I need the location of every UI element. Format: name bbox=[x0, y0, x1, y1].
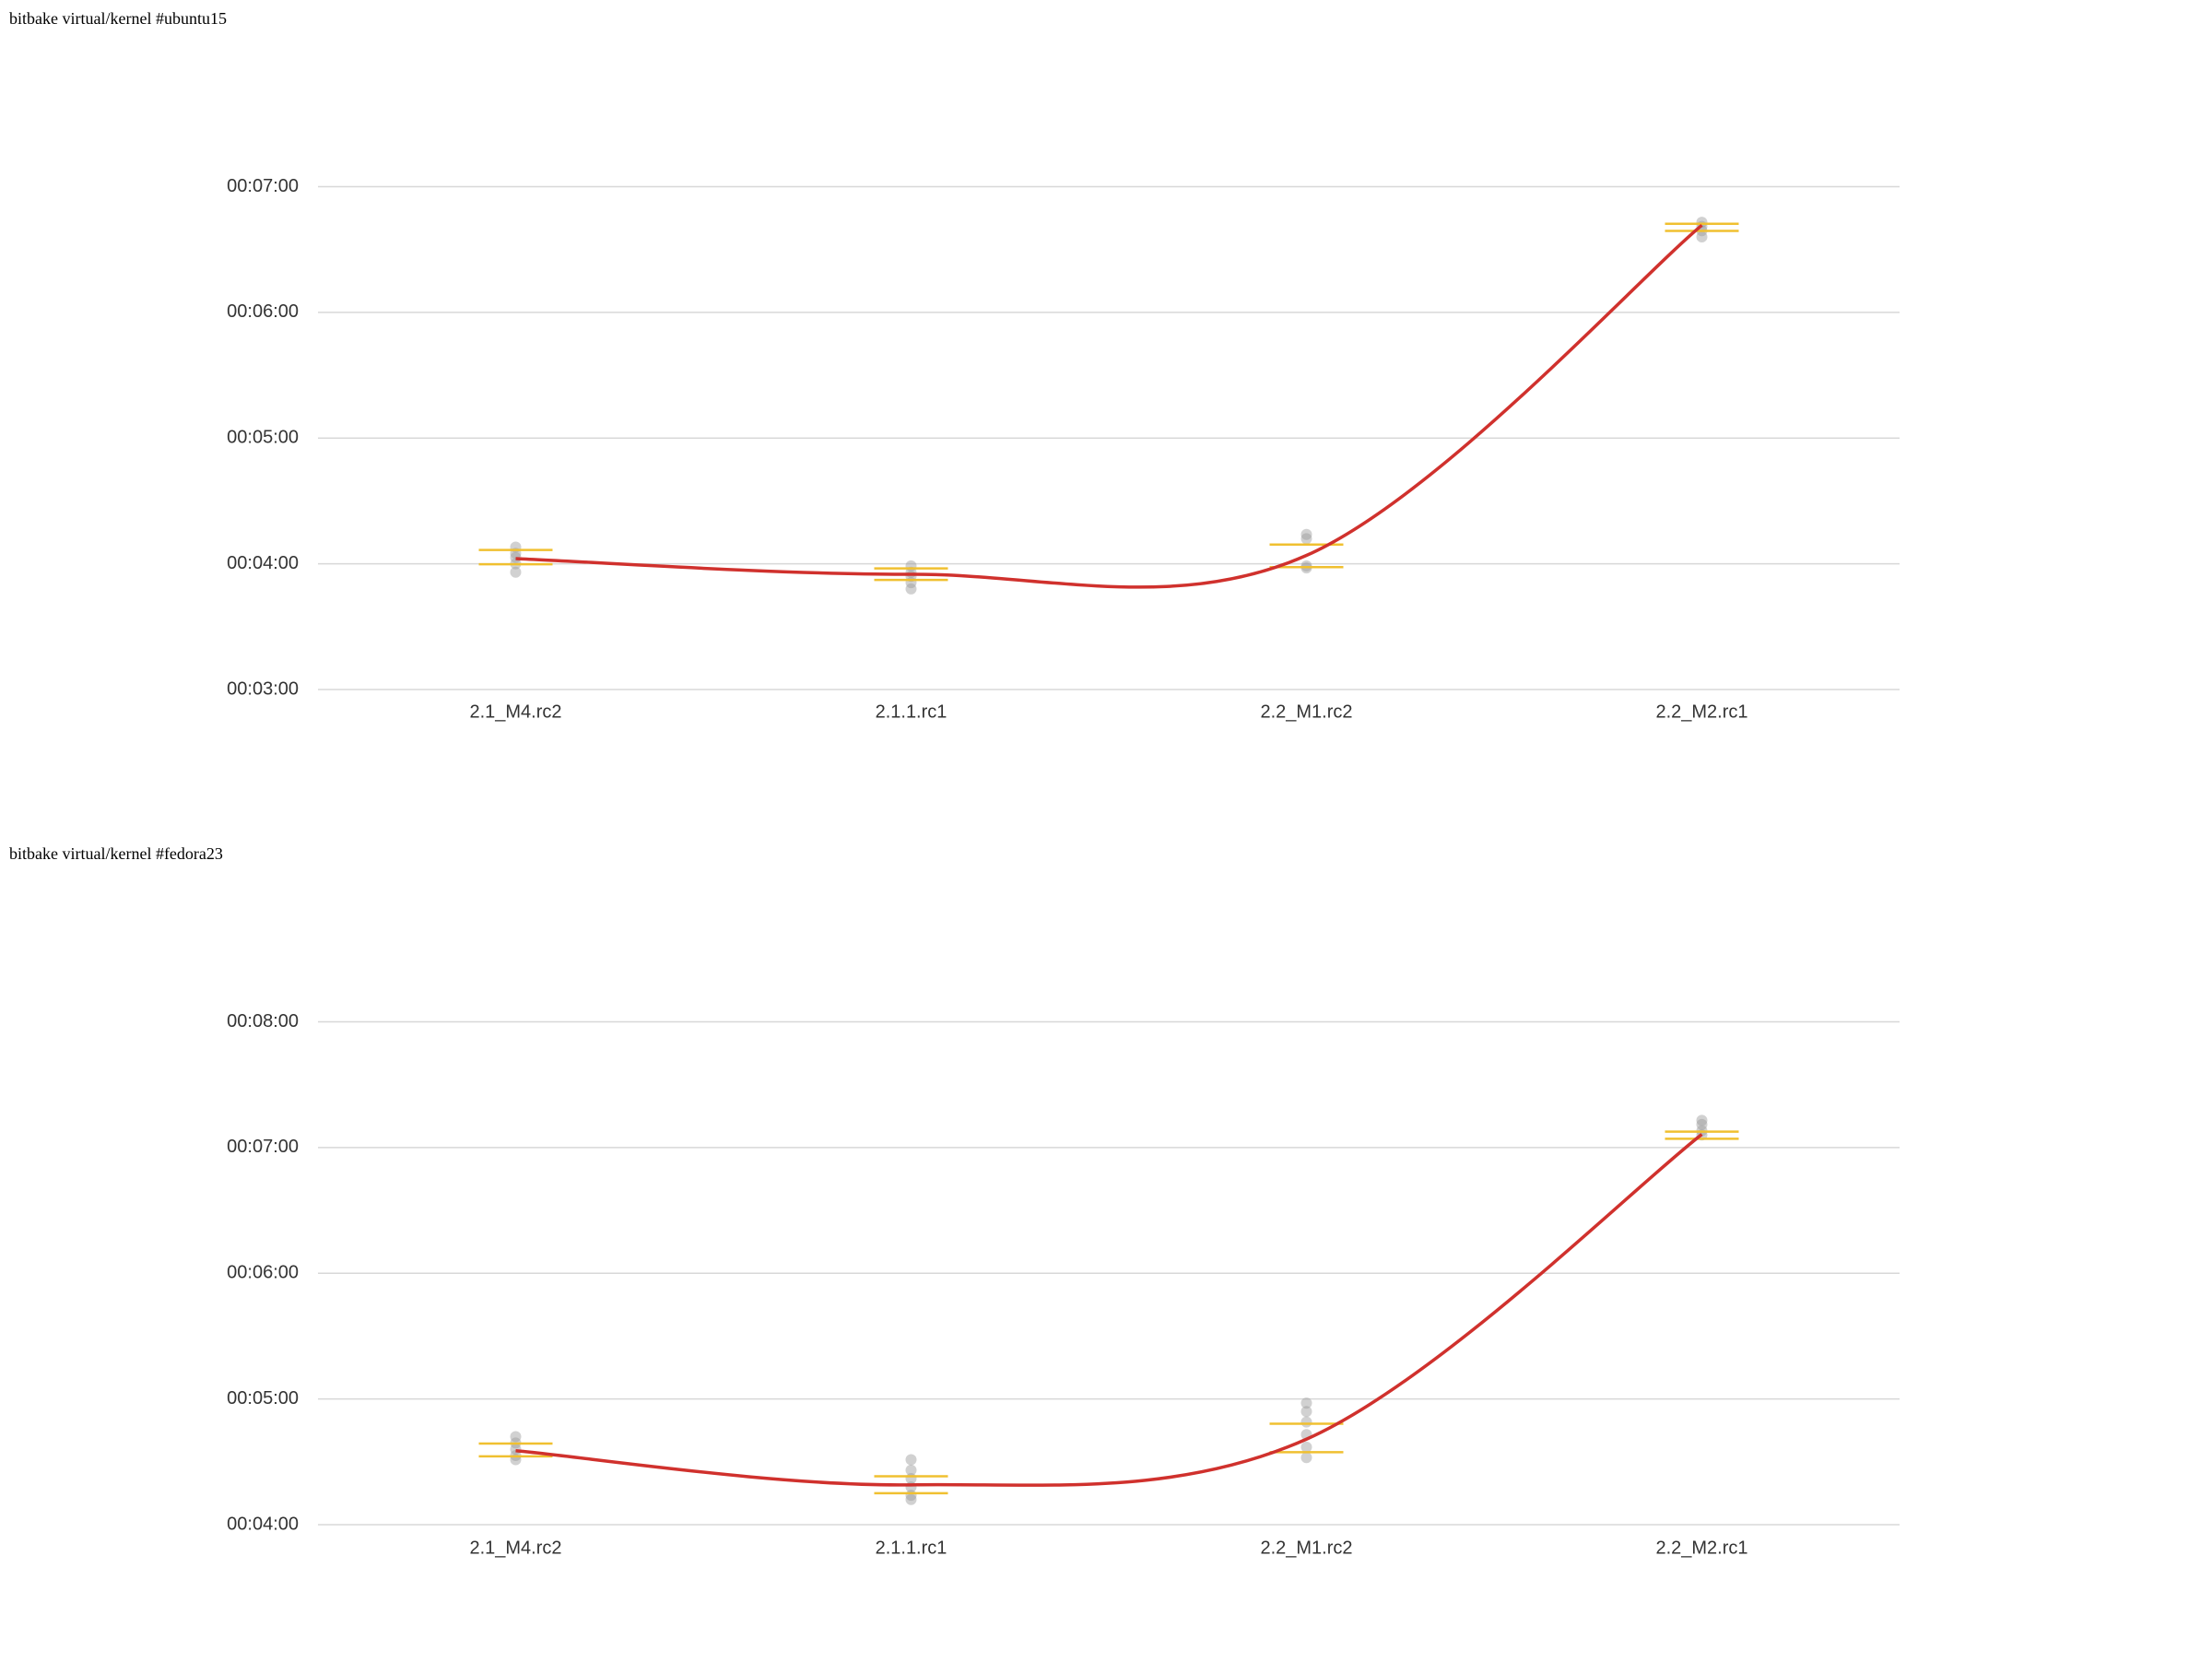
x-tick-label: 2.1.1.rc1 bbox=[876, 1538, 947, 1558]
sample-point bbox=[1696, 217, 1708, 229]
y-tick-label: 00:06:00 bbox=[227, 1263, 299, 1283]
sample-point bbox=[1300, 1406, 1312, 1418]
y-tick-label: 00:05:00 bbox=[227, 428, 299, 448]
y-tick-label: 00:03:00 bbox=[227, 678, 299, 699]
sample-point bbox=[1300, 560, 1312, 572]
x-tick-label: 2.2_M1.rc2 bbox=[1260, 701, 1352, 722]
y-tick-label: 00:04:00 bbox=[227, 1514, 299, 1534]
sample-point bbox=[1696, 231, 1708, 243]
x-tick-label: 2.2_M2.rc1 bbox=[1655, 701, 1747, 722]
mean-line bbox=[515, 1133, 1703, 1487]
y-tick-label: 00:05:00 bbox=[227, 1388, 299, 1409]
sample-point bbox=[510, 566, 522, 578]
sample-point bbox=[905, 583, 917, 595]
chart-title: bitbake virtual/kernel #ubuntu15 bbox=[9, 9, 227, 28]
sample-point bbox=[1300, 528, 1312, 540]
sample-point bbox=[905, 1464, 917, 1476]
x-tick-label: 2.2_M2.rc1 bbox=[1655, 1538, 1747, 1558]
sample-point bbox=[1300, 1452, 1312, 1464]
y-tick-label: 00:08:00 bbox=[227, 1011, 299, 1032]
sample-point bbox=[905, 1493, 917, 1505]
sample-point bbox=[905, 1454, 917, 1466]
sample-point bbox=[1300, 1441, 1312, 1453]
y-tick-label: 00:07:00 bbox=[227, 176, 299, 196]
x-tick-label: 2.1.1.rc1 bbox=[876, 701, 947, 722]
y-tick-label: 00:04:00 bbox=[227, 553, 299, 573]
x-tick-label: 2.2_M1.rc2 bbox=[1260, 1538, 1352, 1558]
sample-point bbox=[1696, 1114, 1708, 1126]
sample-point bbox=[1300, 1416, 1312, 1428]
mean-line bbox=[515, 223, 1703, 589]
x-tick-label: 2.1_M4.rc2 bbox=[469, 701, 561, 722]
sample-point bbox=[510, 1431, 522, 1443]
sample-point bbox=[1696, 1118, 1708, 1130]
sample-point bbox=[1300, 1397, 1312, 1409]
y-tick-label: 00:06:00 bbox=[227, 301, 299, 322]
chart-title: bitbake virtual/kernel #fedora23 bbox=[9, 844, 223, 863]
sample-point bbox=[1300, 533, 1312, 545]
y-tick-label: 00:07:00 bbox=[227, 1137, 299, 1157]
x-tick-label: 2.1_M4.rc2 bbox=[469, 1538, 561, 1558]
